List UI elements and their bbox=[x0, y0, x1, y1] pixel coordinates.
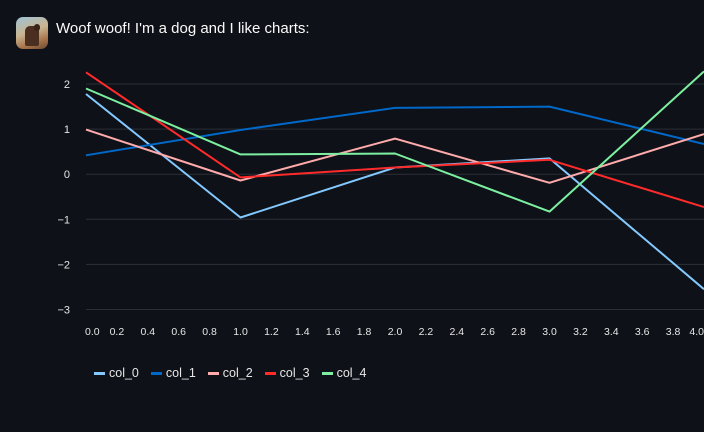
x-tick-label: 0.8 bbox=[202, 326, 217, 338]
x-tick-label: 2.0 bbox=[388, 326, 403, 338]
x-tick-label: 0.2 bbox=[110, 326, 125, 338]
x-tick-label: 3.0 bbox=[542, 326, 557, 338]
y-tick-label: 1 bbox=[64, 124, 70, 136]
legend-item-col_2[interactable]: col_2 bbox=[207, 366, 253, 380]
x-tick-label: 0.0 bbox=[85, 326, 100, 338]
x-tick-label: 1.8 bbox=[357, 326, 372, 338]
legend-swatch bbox=[150, 371, 162, 375]
series-line-col_4[interactable] bbox=[85, 70, 704, 213]
series-line-col_3[interactable] bbox=[85, 71, 704, 209]
x-tick-label: 3.8 bbox=[666, 326, 681, 338]
x-tick-label: 3.4 bbox=[604, 326, 619, 338]
legend-label: col_1 bbox=[165, 366, 196, 380]
series-line-col_1[interactable] bbox=[85, 105, 704, 157]
legend-swatch bbox=[207, 371, 219, 375]
y-tick-label: −1 bbox=[57, 214, 70, 226]
legend-label: col_0 bbox=[109, 366, 139, 380]
x-tick-label: 2.8 bbox=[511, 326, 526, 338]
y-tick-label: −2 bbox=[57, 259, 70, 271]
x-tick-label: 3.6 bbox=[635, 326, 650, 338]
y-tick-label: 2 bbox=[64, 79, 70, 91]
series-lines bbox=[85, 70, 704, 290]
x-tick-label: 1.6 bbox=[326, 326, 341, 338]
y-tick-label: 0 bbox=[64, 169, 70, 181]
legend-item-col_0[interactable]: col_0 bbox=[94, 366, 139, 380]
series-line-col_2[interactable] bbox=[85, 128, 704, 184]
dog-avatar-icon bbox=[16, 17, 48, 49]
x-tick-label: 1.4 bbox=[295, 326, 310, 338]
line-chart: 2 1 0 −1 −2 −3 0.0 0.2 0.4 0.6 0.8 1.0 1.2 1.4 1.6 1.8… bbox=[57, 70, 704, 338]
legend-item-col_3[interactable]: col_3 bbox=[264, 366, 310, 380]
x-tick-label: 2.2 bbox=[419, 326, 434, 338]
x-tick-label: 0.6 bbox=[171, 326, 186, 338]
x-tick-label: 2.6 bbox=[480, 326, 495, 338]
x-tick-label: 4.0 bbox=[689, 326, 704, 338]
legend-label: col_2 bbox=[222, 366, 253, 380]
x-axis-ticks: 0.0 0.2 0.4 0.6 0.8 1.0 1.2 1.4 1.6 1.8 2.0 2.2 2.4 2… bbox=[85, 326, 704, 338]
legend-label: col_3 bbox=[279, 366, 310, 380]
x-tick-label: 3.2 bbox=[573, 326, 588, 338]
x-tick-label: 0.4 bbox=[140, 326, 155, 338]
chat-message-text: Woof woof! I'm a dog and I like charts: bbox=[56, 20, 310, 37]
dog-ear-shape bbox=[34, 24, 40, 31]
x-tick-label: 2.4 bbox=[449, 326, 464, 338]
x-tick-label: 1.0 bbox=[233, 326, 248, 338]
legend-swatch bbox=[94, 371, 105, 375]
legend-swatch bbox=[264, 371, 276, 375]
legend-swatch bbox=[321, 371, 333, 375]
y-tick-label: −3 bbox=[57, 304, 70, 316]
x-tick-label: 1.2 bbox=[264, 326, 279, 338]
chart-legend[interactable]: col_0 col_1 col_2 col_3 col_4 bbox=[94, 366, 366, 380]
legend-item-col_1[interactable]: col_1 bbox=[150, 366, 196, 380]
chart-gridlines bbox=[86, 83, 704, 310]
series-line-col_0[interactable] bbox=[85, 93, 704, 290]
legend-label: col_4 bbox=[336, 366, 367, 380]
y-axis-ticks: 2 1 0 −1 −2 −3 bbox=[57, 79, 70, 316]
dog-body-shape bbox=[25, 26, 39, 46]
legend-item-col_4[interactable]: col_4 bbox=[321, 366, 367, 380]
